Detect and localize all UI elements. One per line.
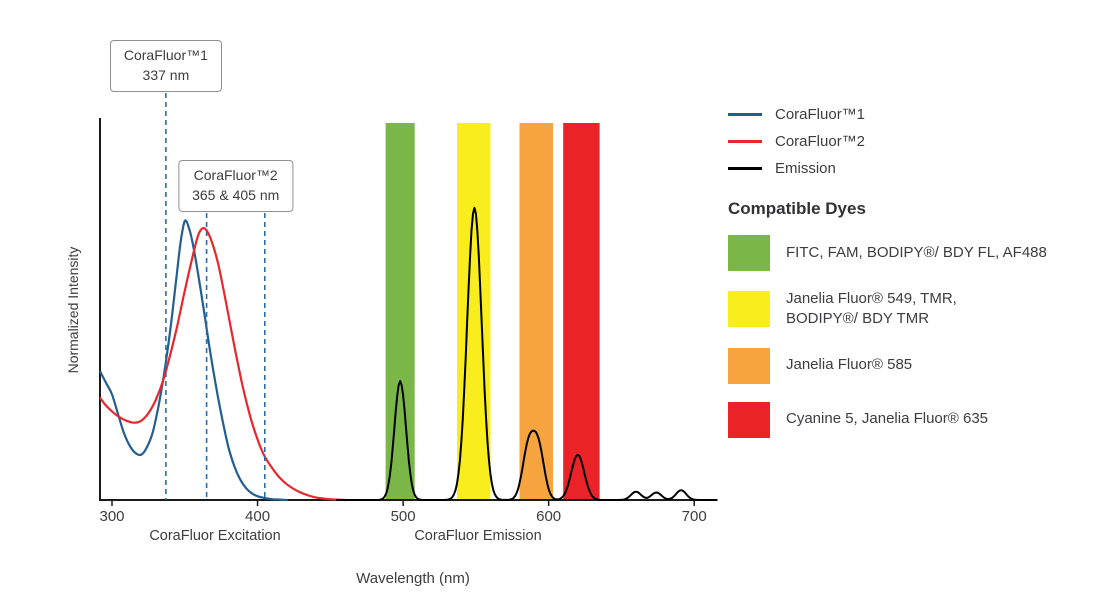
dye-swatch-yellow xyxy=(728,291,770,328)
dye-row-yellow: Janelia Fluor® 549, TMR, BODIPY®/ BDY TM… xyxy=(728,289,1106,330)
x-tick-label: 300 xyxy=(99,508,124,525)
dye-swatch-green xyxy=(728,235,770,271)
x-tick-label: 500 xyxy=(391,508,416,525)
legend-line-swatch-black xyxy=(728,167,762,170)
filter-band xyxy=(519,123,553,500)
legend-label: CoraFluor™2 xyxy=(775,133,866,150)
x-annotation-emission: CoraFluor Emission xyxy=(414,528,542,544)
x-annotation-excitation: CoraFluor Excitation xyxy=(149,528,281,544)
excitation-curve xyxy=(99,226,346,502)
legend-label: CoraFluor™1 xyxy=(775,106,866,123)
legend-line-swatch-red xyxy=(728,140,762,143)
legend-line-swatch-blue xyxy=(728,113,762,116)
legend-panel: CoraFluor™1 CoraFluor™2 Emission Compati… xyxy=(728,106,1106,456)
marker-label-corafluor2: CoraFluor™2 365 & 405 nm xyxy=(178,160,294,212)
dye-label: FITC, FAM, BODIPY®/ BDY FL, AF488 xyxy=(786,243,1047,261)
x-axis-label: Wavelength (nm) xyxy=(356,570,470,587)
marker-title: CoraFluor™2 xyxy=(193,167,278,183)
legend-item-corafluor1: CoraFluor™1 xyxy=(728,106,1106,123)
dye-swatch-red xyxy=(728,401,770,438)
excitation-curve xyxy=(99,219,288,502)
legend-item-emission: Emission xyxy=(728,160,1106,177)
legend-label: Emission xyxy=(775,160,836,177)
marker-value: 337 nm xyxy=(142,66,190,83)
dye-label: Cyanine 5, Janelia Fluor® 635 xyxy=(786,410,989,428)
x-tick-label: 600 xyxy=(536,508,561,525)
marker-value: 365 & 405 nm xyxy=(192,186,280,203)
x-tick-label: 700 xyxy=(682,508,707,525)
dye-label: Janelia Fluor® 549, TMR, BODIPY®/ BDY TM… xyxy=(786,290,957,328)
dye-row-green: FITC, FAM, BODIPY®/ BDY FL, AF488 xyxy=(728,235,1106,271)
emission-curve xyxy=(336,206,718,501)
y-axis-label: Normalized Intensity xyxy=(65,246,81,374)
x-tick-label: 400 xyxy=(245,508,270,525)
spectra-chart: 300 400 500 600 700 xyxy=(99,84,718,525)
dye-row-orange: Janelia Fluor® 585 xyxy=(728,347,1106,384)
marker-title: CoraFluor™1 xyxy=(123,47,208,63)
filter-band xyxy=(385,123,415,500)
filter-band xyxy=(563,123,600,500)
dye-label: Janelia Fluor® 585 xyxy=(786,356,913,374)
compatible-dyes-heading: Compatible Dyes xyxy=(728,199,866,218)
dye-swatch-orange xyxy=(728,347,770,384)
legend-item-corafluor2: CoraFluor™2 xyxy=(728,133,1106,150)
marker-label-corafluor1: CoraFluor™1 337 nm xyxy=(109,40,222,92)
dye-row-red: Cyanine 5, Janelia Fluor® 635 xyxy=(728,401,1106,438)
